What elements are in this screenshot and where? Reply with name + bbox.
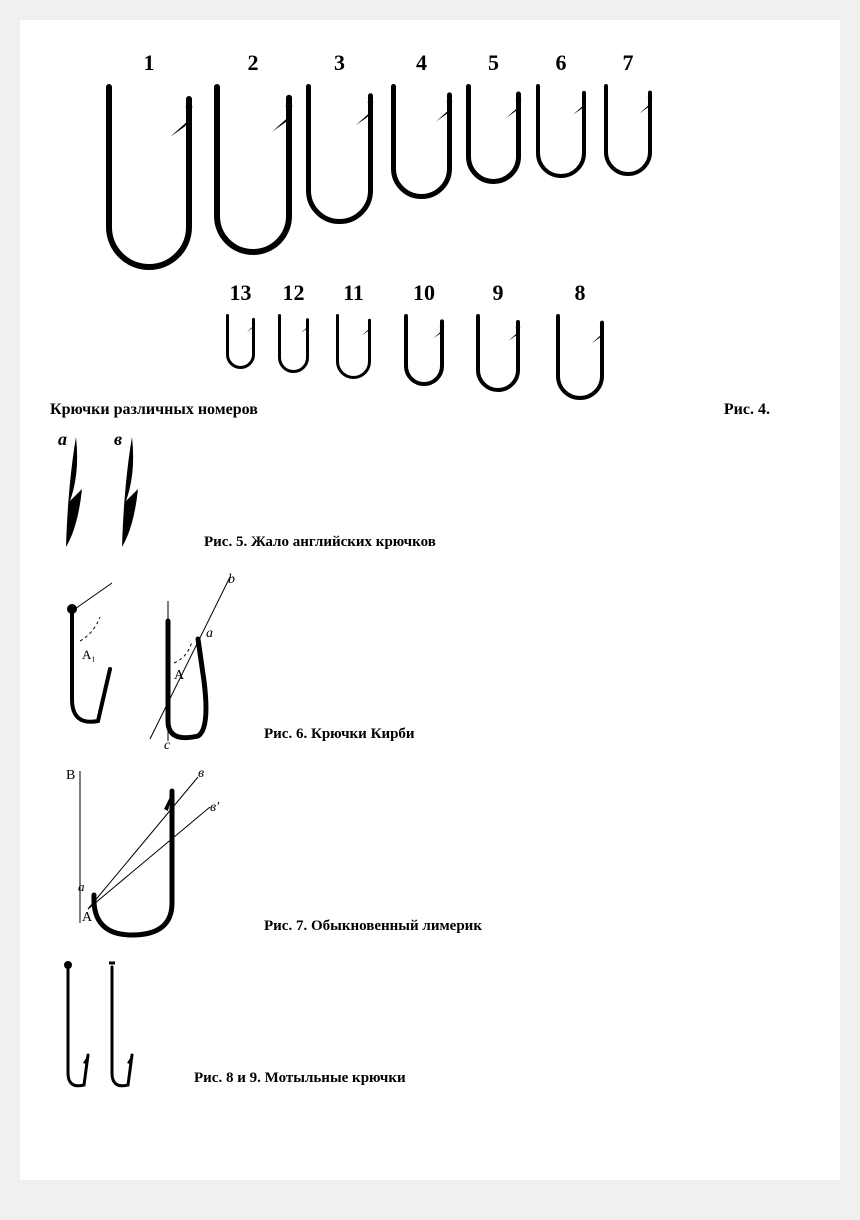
- hook-label-3: 3: [300, 50, 379, 76]
- svg-text:c: c: [164, 738, 171, 751]
- svg-text:a: a: [206, 626, 213, 641]
- svg-text:а: а: [58, 429, 67, 449]
- hook-1: 1: [100, 50, 198, 292]
- hook-7: 7: [598, 50, 658, 198]
- hook-11: 11: [330, 280, 377, 401]
- svg-text:A₁: A₁: [82, 647, 96, 662]
- hook-9: 9: [470, 280, 526, 414]
- fig7-caption: Рис. 7. Обыкновенный лимерик: [264, 918, 482, 935]
- svg-text:в: в: [198, 766, 204, 781]
- hook-2: 2: [208, 50, 298, 277]
- fig5-caption: Рис. 5. Жало английских крючков: [204, 534, 436, 551]
- hook-label-2: 2: [208, 50, 298, 76]
- hook-3: 3: [300, 50, 379, 246]
- fig5: ав Рис. 5. Жало английских крючков: [50, 429, 810, 559]
- fig6-caption: Рис. 6. Крючки Кирби: [264, 726, 415, 743]
- hook-label-1: 1: [100, 50, 198, 76]
- svg-text:b: b: [228, 572, 235, 587]
- hook-label-5: 5: [460, 50, 527, 76]
- fig8-9: Рис. 8 и 9. Мотыльные крючки: [50, 955, 810, 1095]
- fig7: Ba Aв в′ Рис. 7. Обыкновенный лимерик: [50, 763, 810, 943]
- hook-label-11: 11: [330, 280, 377, 306]
- fig7-diagram: Ba Aв в′: [50, 763, 250, 943]
- svg-text:в: в: [114, 429, 122, 449]
- fig4-caption: Крючки различных номеров: [50, 401, 258, 419]
- fig8-9-diagram: [50, 955, 180, 1095]
- hook-label-7: 7: [598, 50, 658, 76]
- hook-label-12: 12: [272, 280, 315, 306]
- svg-text:в′: в′: [210, 800, 220, 815]
- hook-4: 4: [385, 50, 458, 221]
- fig5-diagram: ав: [50, 429, 190, 559]
- hook-label-8: 8: [550, 280, 610, 306]
- fig4-row1: 1234567: [100, 50, 810, 280]
- hook-6: 6: [530, 50, 592, 200]
- svg-text:A: A: [82, 910, 93, 925]
- page: 1234567 1312111098 Крючки различных номе…: [20, 20, 840, 1180]
- fig4-ref: Рис. 4.: [724, 401, 770, 419]
- svg-text:a: a: [78, 879, 85, 894]
- svg-text:A: A: [174, 668, 185, 683]
- svg-text:B: B: [66, 768, 75, 783]
- hook-label-6: 6: [530, 50, 592, 76]
- hook-10: 10: [398, 280, 450, 408]
- hook-label-13: 13: [220, 280, 261, 306]
- fig8-9-caption: Рис. 8 и 9. Мотыльные крючки: [194, 1070, 406, 1087]
- fig6: A₁ b a Ac Рис. 6. Крючки Кирби: [50, 571, 810, 751]
- hook-5: 5: [460, 50, 527, 206]
- fig4-row2: 13 12 11 10 98: [220, 280, 810, 395]
- hook-13: 13: [220, 280, 261, 391]
- hook-8: 8: [550, 280, 610, 422]
- hook-label-9: 9: [470, 280, 526, 306]
- hook-12: 12: [272, 280, 315, 395]
- hook-label-4: 4: [385, 50, 458, 76]
- fig6-diagram: A₁ b a Ac: [50, 571, 250, 751]
- hook-label-10: 10: [398, 280, 450, 306]
